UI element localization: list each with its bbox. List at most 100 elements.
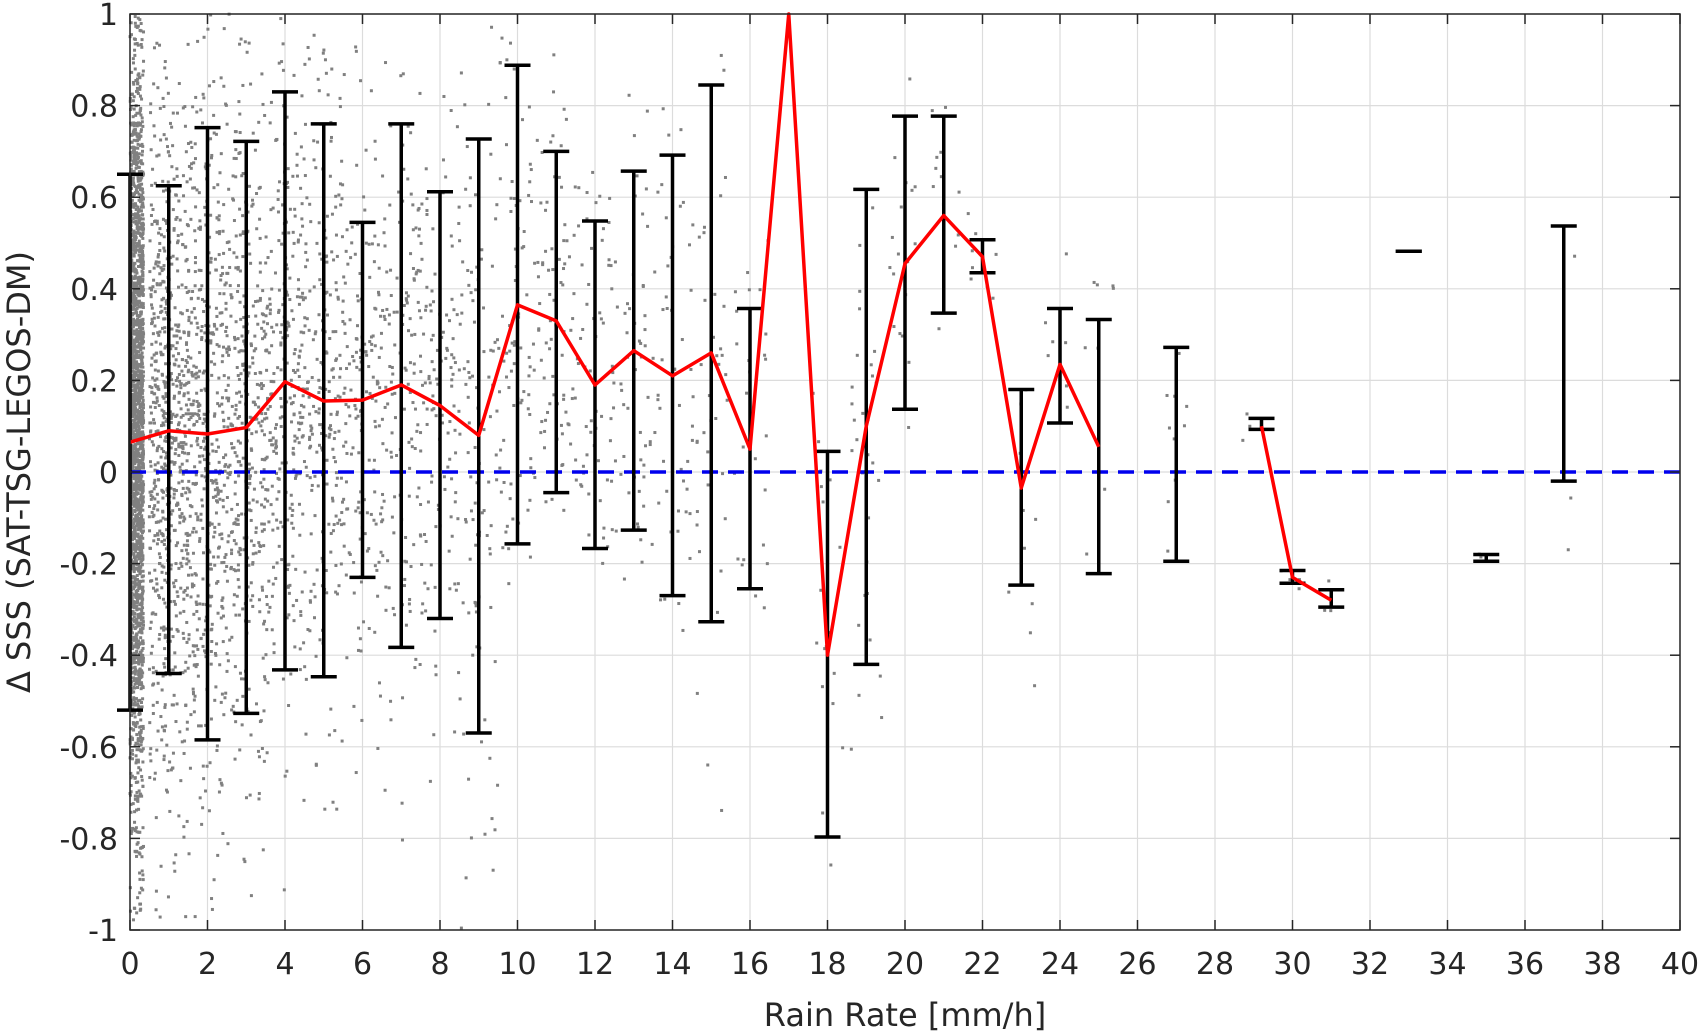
scatter-point [404,297,408,301]
scatter-point [137,486,141,490]
scatter-point [241,214,245,218]
scatter-point [259,382,263,386]
scatter-point [330,250,334,254]
scatter-point [309,589,313,593]
scatter-point [163,636,167,640]
scatter-point [329,531,333,535]
scatter-point [416,300,420,304]
scatter-point [130,245,134,249]
scatter-point [182,374,186,378]
scatter-point [141,458,145,462]
scatter-point [153,368,157,372]
scatter-point [171,668,175,672]
scatter-point [141,606,145,610]
scatter-point [136,16,140,20]
scatter-point [267,579,271,583]
scatter-point [185,539,189,543]
scatter-point [141,726,145,730]
scatter-point [133,48,137,52]
scatter-point [224,102,228,106]
scatter-point [193,142,197,146]
scatter-point [327,380,331,384]
scatter-point [137,242,141,246]
scatter-point [193,644,197,648]
scatter-point [587,533,591,537]
scatter-point [198,539,202,543]
scatter-point [544,341,548,345]
scatter-point [184,548,188,552]
scatter-point [461,601,465,605]
scatter-point [466,395,470,399]
scatter-point [488,415,492,419]
scatter-point [188,766,192,770]
scatter-point [219,781,223,785]
scatter-point [158,330,162,334]
scatter-point [209,339,213,343]
scatter-point [424,308,428,312]
scatter-point [130,748,134,752]
scatter-point [154,262,158,266]
scatter-point [533,261,537,265]
scatter-point [189,321,193,325]
scatter-point [183,517,187,521]
scatter-point [522,230,526,234]
scatter-point [164,362,168,366]
scatter-point [247,482,251,486]
scatter-point [305,258,309,262]
scatter-point [172,437,176,441]
scatter-point [138,275,142,279]
scatter-point [247,687,251,691]
scatter-point [138,322,142,326]
scatter-point [347,362,351,366]
scatter-point [467,421,471,425]
scatter-point [551,374,555,378]
scatter-point [134,638,138,642]
scatter-point [204,723,208,727]
scatter-point [201,526,205,530]
scatter-point [132,95,136,99]
scatter-point [321,51,325,55]
scatter-point [429,563,433,567]
scatter-point [330,135,334,139]
scatter-point [557,257,561,261]
scatter-point [495,203,499,207]
scatter-point [415,270,419,274]
scatter-point [446,431,450,435]
scatter-point [133,202,137,206]
scatter-point [154,908,158,912]
scatter-point [132,370,136,374]
scatter-point [489,524,493,528]
scatter-point [175,334,179,338]
scatter-point [387,586,391,590]
scatter-point [435,377,439,381]
scatter-point [448,587,452,591]
scatter-point [166,180,170,184]
scatter-point [182,751,186,755]
scatter-point [133,723,137,727]
scatter-point [273,271,277,275]
scatter-point [189,217,193,221]
scatter-point [202,35,206,39]
scatter-point [180,283,184,287]
scatter-point [198,403,202,407]
scatter-point [572,292,576,296]
scatter-point [247,371,251,375]
scatter-point [253,403,257,407]
scatter-point [277,308,281,312]
scatter-point [194,256,198,260]
scatter-point [505,58,509,62]
scatter-point [304,732,308,736]
scatter-point [212,535,216,539]
scatter-point [138,217,142,221]
scatter-point [152,481,156,485]
scatter-point [364,148,368,152]
scatter-point [154,889,158,893]
scatter-point [314,330,318,334]
scatter-point [162,758,166,762]
scatter-point [139,373,143,377]
scatter-point [356,414,360,418]
scatter-point [334,194,338,198]
scatter-point [493,660,497,664]
scatter-point [370,348,374,352]
scatter-point [187,559,191,563]
